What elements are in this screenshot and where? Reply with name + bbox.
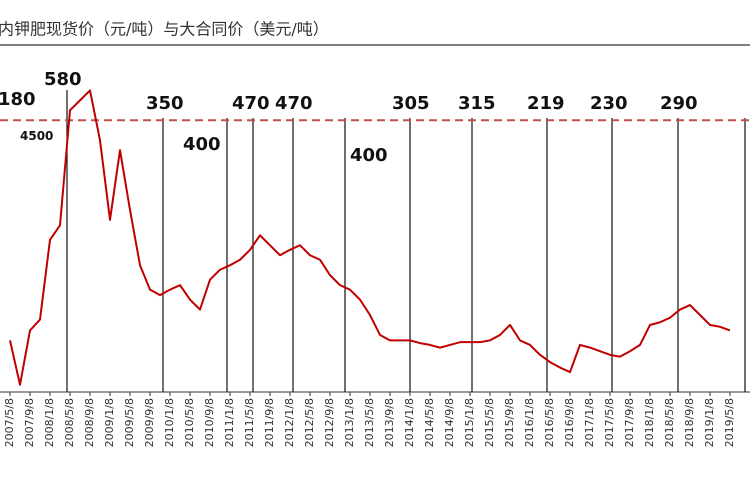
x-tick-label: 2015/1/8 <box>463 398 476 447</box>
x-tick-label: 2017/1/8 <box>583 398 596 447</box>
x-tick-label: 2007/9/8 <box>23 398 36 447</box>
contract-label: 180 <box>0 89 36 110</box>
x-tick-label: 2013/1/8 <box>343 398 356 447</box>
x-tick-label: 2015/9/8 <box>503 398 516 447</box>
x-tick-label: 2009/1/8 <box>103 398 116 447</box>
contract-label: 350 <box>146 93 184 114</box>
x-tick-label: 2017/9/8 <box>623 398 636 447</box>
x-tick-label: 2016/1/8 <box>523 398 536 447</box>
x-tick-label: 2007/5/8 <box>3 398 16 447</box>
x-tick-label: 2008/5/8 <box>63 398 76 447</box>
contract-label: 219 <box>527 93 565 114</box>
x-tick-label: 2011/1/8 <box>223 398 236 447</box>
x-tick-label: 2012/9/8 <box>323 398 336 447</box>
x-tick-label: 2008/9/8 <box>83 398 96 447</box>
x-tick-label: 2018/5/8 <box>663 398 676 447</box>
price-line <box>9 89 731 386</box>
x-tick-label: 2014/1/8 <box>403 398 416 447</box>
x-tick-label: 2012/1/8 <box>283 398 296 447</box>
x-tick-label: 2019/1/8 <box>703 398 716 447</box>
x-tick-label: 2009/5/8 <box>123 398 136 447</box>
x-tick-label: 2018/9/8 <box>683 398 696 447</box>
contract-label: 305 <box>392 93 430 114</box>
contract-label: 470 <box>275 93 313 114</box>
contract-label: 290 <box>660 93 698 114</box>
contract-label: 400 <box>183 134 221 155</box>
x-tick-label: 2016/5/8 <box>543 398 556 447</box>
x-tick-label: 2011/9/8 <box>263 398 276 447</box>
contract-label: 400 <box>350 145 388 166</box>
x-tick-label: 2018/1/8 <box>643 398 656 447</box>
contract-label: 315 <box>458 93 496 114</box>
contract-label: 580 <box>44 69 82 90</box>
x-tick-label: 2015/5/8 <box>483 398 496 447</box>
x-tick-label: 2014/9/8 <box>443 398 456 447</box>
x-tick-label: 2010/9/8 <box>203 398 216 447</box>
x-tick-label: 2008/1/8 <box>43 398 56 447</box>
x-tick-label: 2012/5/8 <box>303 398 316 447</box>
x-tick-label: 2009/9/8 <box>143 398 156 447</box>
x-tick-label: 2010/1/8 <box>163 398 176 447</box>
chart-title: 内钾肥现货价（元/吨）与大合同价（美元/吨） <box>0 20 329 39</box>
x-tick-label: 2013/9/8 <box>383 398 396 447</box>
contract-label: 230 <box>590 93 628 114</box>
reference-label: 4500 <box>20 129 53 143</box>
x-tick-label: 2014/5/8 <box>423 398 436 447</box>
x-tick-label: 2016/9/8 <box>563 398 576 447</box>
x-tick-label: 2017/5/8 <box>603 398 616 447</box>
x-tick-label: 2013/5/8 <box>363 398 376 447</box>
x-tick-label: 2019/5/8 <box>723 398 736 447</box>
contract-label: 470 <box>232 93 270 114</box>
x-tick-label: 2010/5/8 <box>183 398 196 447</box>
x-tick-label: 2011/5/8 <box>243 398 256 447</box>
